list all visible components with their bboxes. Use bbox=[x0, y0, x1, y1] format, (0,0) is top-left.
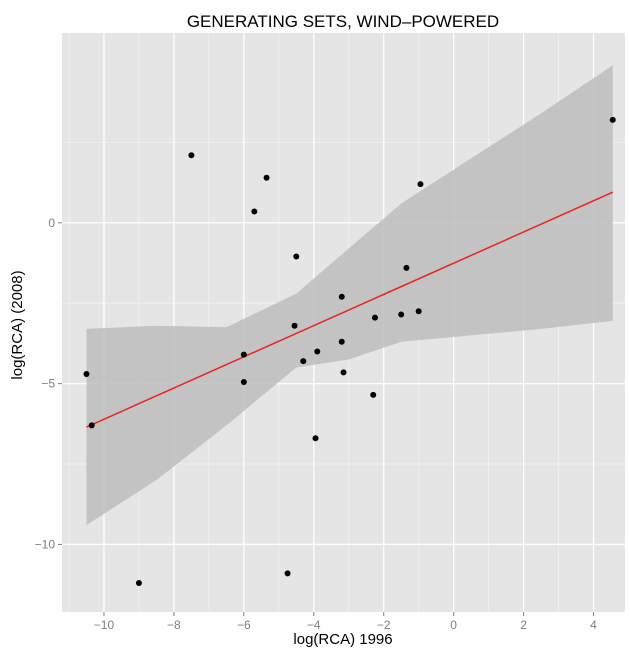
data-point bbox=[338, 293, 345, 300]
data-point bbox=[240, 351, 247, 358]
data-point bbox=[263, 174, 270, 181]
data-point bbox=[415, 308, 422, 315]
data-point bbox=[251, 208, 258, 215]
data-point bbox=[314, 348, 321, 355]
data-point bbox=[398, 311, 405, 318]
data-point bbox=[340, 369, 347, 376]
data-point bbox=[135, 580, 142, 587]
data-point bbox=[609, 116, 616, 123]
chart-title: GENERATING SETS, WIND–POWERED bbox=[187, 12, 499, 31]
y-axis-label: log(RCA) (2008) bbox=[9, 270, 26, 379]
x-tick-label: −2 bbox=[377, 618, 391, 632]
x-tick-label: −10 bbox=[94, 618, 115, 632]
x-tick-label: 0 bbox=[450, 618, 457, 632]
data-point bbox=[284, 570, 291, 577]
data-point bbox=[370, 391, 377, 398]
confidence-band bbox=[86, 65, 613, 526]
y-tick-label: 0 bbox=[48, 216, 55, 230]
x-axis-ticks: −10 −8 −6 −4 −2 0 2 4 bbox=[94, 612, 597, 632]
data-point bbox=[300, 358, 307, 365]
x-tick-label: −4 bbox=[307, 618, 321, 632]
data-point bbox=[338, 338, 345, 345]
data-point bbox=[88, 422, 95, 429]
data-point bbox=[371, 314, 378, 321]
data-point bbox=[403, 264, 410, 271]
data-point bbox=[188, 152, 195, 159]
data-point bbox=[291, 322, 298, 329]
data-point bbox=[417, 181, 424, 188]
x-tick-label: −8 bbox=[167, 618, 181, 632]
x-tick-label: 4 bbox=[590, 618, 597, 632]
x-tick-label: 2 bbox=[520, 618, 527, 632]
y-tick-label: −10 bbox=[35, 537, 56, 551]
x-tick-label: −6 bbox=[237, 618, 251, 632]
data-point bbox=[83, 370, 90, 377]
data-point bbox=[293, 253, 300, 260]
y-axis-ticks: 0 −5 −10 bbox=[35, 216, 62, 551]
regression-line bbox=[86, 191, 614, 428]
x-axis-label: log(RCA) 1996 bbox=[293, 631, 392, 648]
data-points bbox=[83, 116, 616, 587]
data-point bbox=[312, 435, 319, 442]
data-point bbox=[240, 379, 247, 386]
y-tick-label: −5 bbox=[41, 377, 55, 391]
